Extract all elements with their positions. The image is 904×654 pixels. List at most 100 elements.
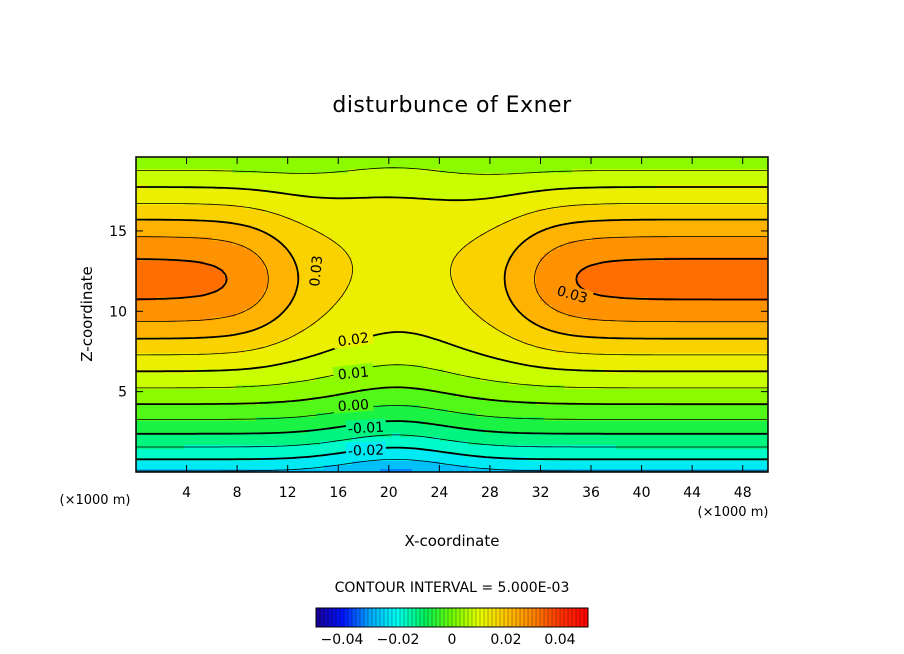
heatmap-cell — [552, 253, 557, 258]
heatmap-cell — [248, 265, 253, 270]
heatmap-cell — [616, 261, 621, 266]
heatmap-cell — [492, 245, 497, 250]
heatmap-cell — [268, 197, 273, 202]
heatmap-cell — [592, 229, 597, 234]
heatmap-cell — [700, 169, 705, 174]
heatmap-cell — [380, 169, 385, 174]
heatmap-cell — [628, 233, 633, 238]
heatmap-cell — [500, 157, 505, 162]
heatmap-cell — [568, 177, 573, 182]
heatmap-cell — [716, 205, 721, 210]
heatmap-cell — [744, 249, 749, 254]
heatmap-cell — [372, 213, 377, 218]
heatmap-cell — [196, 165, 201, 170]
heatmap-cell — [252, 269, 257, 274]
heatmap-cell — [680, 245, 685, 250]
heatmap-cell — [140, 189, 145, 194]
heatmap-cell — [764, 193, 769, 198]
heatmap-cell — [488, 165, 493, 170]
heatmap-cell — [332, 217, 337, 222]
heatmap-cell — [488, 225, 493, 230]
heatmap-cell — [324, 201, 329, 206]
heatmap-cell — [160, 281, 165, 286]
heatmap-cell — [588, 157, 593, 162]
heatmap-cell — [676, 157, 681, 162]
heatmap-cell — [340, 277, 345, 282]
heatmap-cell — [436, 229, 441, 234]
heatmap-cell — [576, 181, 581, 186]
heatmap-cell — [512, 189, 517, 194]
heatmap-cell — [440, 193, 445, 198]
heatmap-cell — [652, 169, 657, 174]
heatmap-cell — [212, 277, 217, 282]
heatmap-cell — [260, 197, 265, 202]
heatmap-cell — [392, 169, 397, 174]
heatmap-cell — [608, 201, 613, 206]
heatmap-cell — [504, 253, 509, 258]
heatmap-cell — [160, 261, 165, 266]
heatmap-cell — [336, 201, 341, 206]
heatmap-cell — [632, 241, 637, 246]
heatmap-cell — [504, 225, 509, 230]
heatmap-cell — [592, 209, 597, 214]
heatmap-cell — [444, 233, 449, 238]
heatmap-cell — [580, 169, 585, 174]
heatmap-cell — [152, 229, 157, 234]
heatmap-cell — [568, 189, 573, 194]
heatmap-cell — [352, 245, 357, 250]
heatmap-cell — [576, 257, 581, 262]
heatmap-cell — [732, 189, 737, 194]
heatmap-cell — [684, 245, 689, 250]
heatmap-cell — [556, 241, 561, 246]
heatmap-cell — [516, 205, 521, 210]
heatmap-cell — [348, 265, 353, 270]
heatmap-cell — [708, 157, 713, 162]
heatmap-cell — [144, 197, 149, 202]
heatmap-cell — [364, 233, 369, 238]
heatmap-cell — [424, 233, 429, 238]
heatmap-cell — [216, 273, 221, 278]
heatmap-cell — [676, 189, 681, 194]
heatmap-cell — [156, 221, 161, 226]
heatmap-cell — [612, 197, 617, 202]
heatmap-cell — [176, 161, 181, 166]
heatmap-cell — [432, 165, 437, 170]
heatmap-cell — [732, 181, 737, 186]
heatmap-cell — [212, 241, 217, 246]
heatmap-cell — [192, 205, 197, 210]
heatmap-cell — [268, 165, 273, 170]
heatmap-cell — [260, 261, 265, 266]
heatmap-cell — [344, 257, 349, 262]
heatmap-cell — [352, 161, 357, 166]
heatmap-cell — [744, 265, 749, 270]
heatmap-cell — [312, 165, 317, 170]
heatmap-cell — [172, 269, 177, 274]
heatmap-cell — [388, 193, 393, 198]
heatmap-cell — [140, 165, 145, 170]
heatmap-cell — [160, 237, 165, 242]
heatmap-cell — [240, 281, 245, 286]
heatmap-cell — [416, 209, 421, 214]
heatmap-cell — [720, 269, 725, 274]
heatmap-cell — [580, 213, 585, 218]
heatmap-cell — [292, 197, 297, 202]
heatmap-cell — [232, 245, 237, 250]
heatmap-cell — [476, 269, 481, 274]
heatmap-cell — [212, 249, 217, 254]
heatmap-cell — [448, 185, 453, 190]
heatmap-cell — [216, 193, 221, 198]
heatmap-cell — [480, 217, 485, 222]
heatmap-cell — [216, 177, 221, 182]
heatmap-cell — [548, 181, 553, 186]
heatmap-cell — [504, 181, 509, 186]
heatmap-cell — [556, 173, 561, 178]
heatmap-cell — [716, 245, 721, 250]
heatmap-cell — [212, 253, 217, 258]
heatmap-cell — [204, 237, 209, 242]
heatmap-cell — [188, 161, 193, 166]
heatmap-cell — [504, 161, 509, 166]
heatmap-cell — [416, 213, 421, 218]
heatmap-cell — [368, 241, 373, 246]
heatmap-cell — [336, 265, 341, 270]
heatmap-cell — [408, 269, 413, 274]
